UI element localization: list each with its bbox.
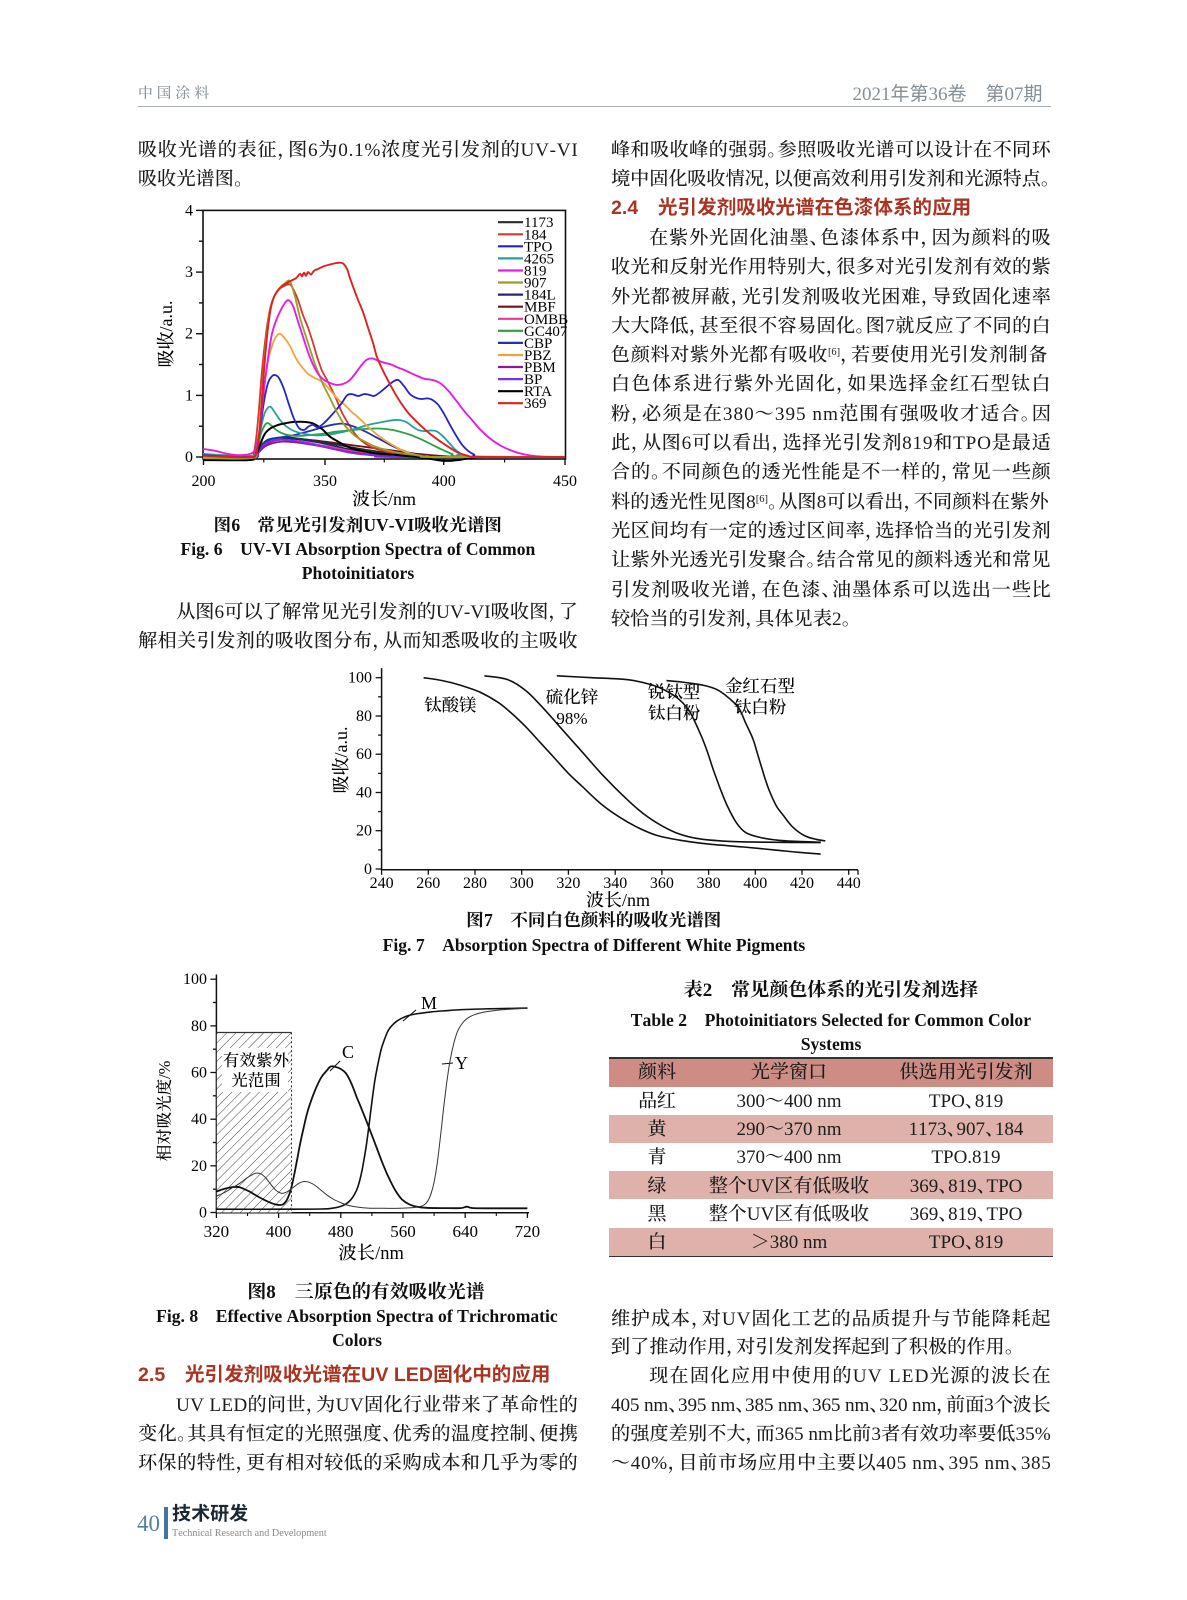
svg-text:340: 340 bbox=[603, 875, 627, 892]
svg-text:360: 360 bbox=[650, 875, 674, 892]
svg-text:720: 720 bbox=[515, 1222, 541, 1241]
svg-text:光范围: 光范围 bbox=[231, 1067, 281, 1091]
svg-text:400: 400 bbox=[266, 1222, 292, 1241]
svg-text:819: 819 bbox=[524, 264, 547, 280]
svg-text:184: 184 bbox=[524, 227, 547, 243]
svg-text:280: 280 bbox=[463, 875, 487, 892]
svg-text:硫化锌: 硫化锌 bbox=[546, 684, 599, 709]
svg-text:2: 2 bbox=[185, 326, 193, 343]
svg-text:320: 320 bbox=[556, 875, 580, 892]
svg-text:波长/nm: 波长/nm bbox=[352, 489, 416, 509]
svg-text:380: 380 bbox=[697, 875, 721, 892]
svg-text:480: 480 bbox=[328, 1222, 354, 1241]
svg-text:RTA: RTA bbox=[524, 384, 552, 400]
svg-text:20: 20 bbox=[191, 1158, 207, 1175]
svg-text:60: 60 bbox=[356, 746, 372, 763]
svg-text:C: C bbox=[342, 1042, 354, 1062]
svg-text:吸收/a.u.: 吸收/a.u. bbox=[156, 301, 176, 368]
svg-text:60: 60 bbox=[191, 1065, 207, 1082]
svg-text:20: 20 bbox=[356, 823, 372, 840]
svg-text:3: 3 bbox=[185, 264, 193, 281]
svg-text:80: 80 bbox=[356, 708, 372, 725]
svg-text:0: 0 bbox=[199, 1205, 207, 1222]
svg-text:260: 260 bbox=[416, 875, 440, 892]
svg-text:300: 300 bbox=[510, 875, 534, 892]
svg-text:320: 320 bbox=[204, 1222, 230, 1241]
svg-text:100: 100 bbox=[183, 971, 207, 988]
svg-text:200: 200 bbox=[192, 473, 216, 490]
svg-text:184L: 184L bbox=[524, 288, 556, 304]
svg-text:0: 0 bbox=[364, 861, 372, 878]
svg-text:40: 40 bbox=[191, 1111, 207, 1128]
svg-text:相对吸光度/%: 相对吸光度/% bbox=[155, 1060, 174, 1161]
svg-text:钛白粉: 钛白粉 bbox=[648, 700, 701, 725]
svg-text:吸收/a.u.: 吸收/a.u. bbox=[331, 727, 351, 794]
svg-text:4265: 4265 bbox=[524, 251, 554, 267]
svg-text:400: 400 bbox=[743, 875, 767, 892]
svg-text:TPO: TPO bbox=[524, 239, 553, 255]
svg-text:波长/nm: 波长/nm bbox=[586, 890, 650, 910]
svg-text:GC407: GC407 bbox=[524, 324, 568, 340]
svg-text:98%: 98% bbox=[556, 709, 587, 728]
svg-text:350: 350 bbox=[313, 473, 337, 490]
svg-text:OMBB: OMBB bbox=[524, 312, 568, 328]
svg-text:80: 80 bbox=[191, 1018, 207, 1035]
svg-text:有效紫外: 有效紫外 bbox=[223, 1047, 289, 1071]
svg-text:450: 450 bbox=[553, 473, 577, 490]
svg-text:金红石型: 金红石型 bbox=[725, 673, 795, 698]
svg-text:440: 440 bbox=[837, 875, 861, 892]
svg-text:907: 907 bbox=[524, 276, 547, 292]
svg-text:M: M bbox=[421, 993, 437, 1013]
svg-text:560: 560 bbox=[390, 1222, 416, 1241]
svg-text:240: 240 bbox=[370, 875, 394, 892]
svg-text:400: 400 bbox=[432, 473, 456, 490]
svg-text:BP: BP bbox=[524, 372, 542, 388]
svg-text:420: 420 bbox=[790, 875, 814, 892]
svg-text:0: 0 bbox=[185, 449, 193, 466]
svg-text:PBZ: PBZ bbox=[524, 348, 552, 364]
svg-text:钛酸镁: 钛酸镁 bbox=[424, 692, 477, 717]
svg-text:40: 40 bbox=[356, 785, 372, 802]
svg-text:4: 4 bbox=[185, 202, 193, 219]
svg-text:CBP: CBP bbox=[524, 336, 552, 352]
svg-text:PBM: PBM bbox=[524, 360, 556, 376]
svg-text:640: 640 bbox=[452, 1222, 478, 1241]
svg-text:1173: 1173 bbox=[524, 215, 553, 231]
svg-text:波长/nm: 波长/nm bbox=[338, 1243, 404, 1264]
svg-text:1: 1 bbox=[185, 387, 193, 404]
svg-text:369: 369 bbox=[524, 396, 547, 412]
svg-text:Y: Y bbox=[455, 1053, 468, 1073]
svg-text:100: 100 bbox=[348, 670, 372, 687]
svg-text:MBF: MBF bbox=[524, 300, 556, 316]
